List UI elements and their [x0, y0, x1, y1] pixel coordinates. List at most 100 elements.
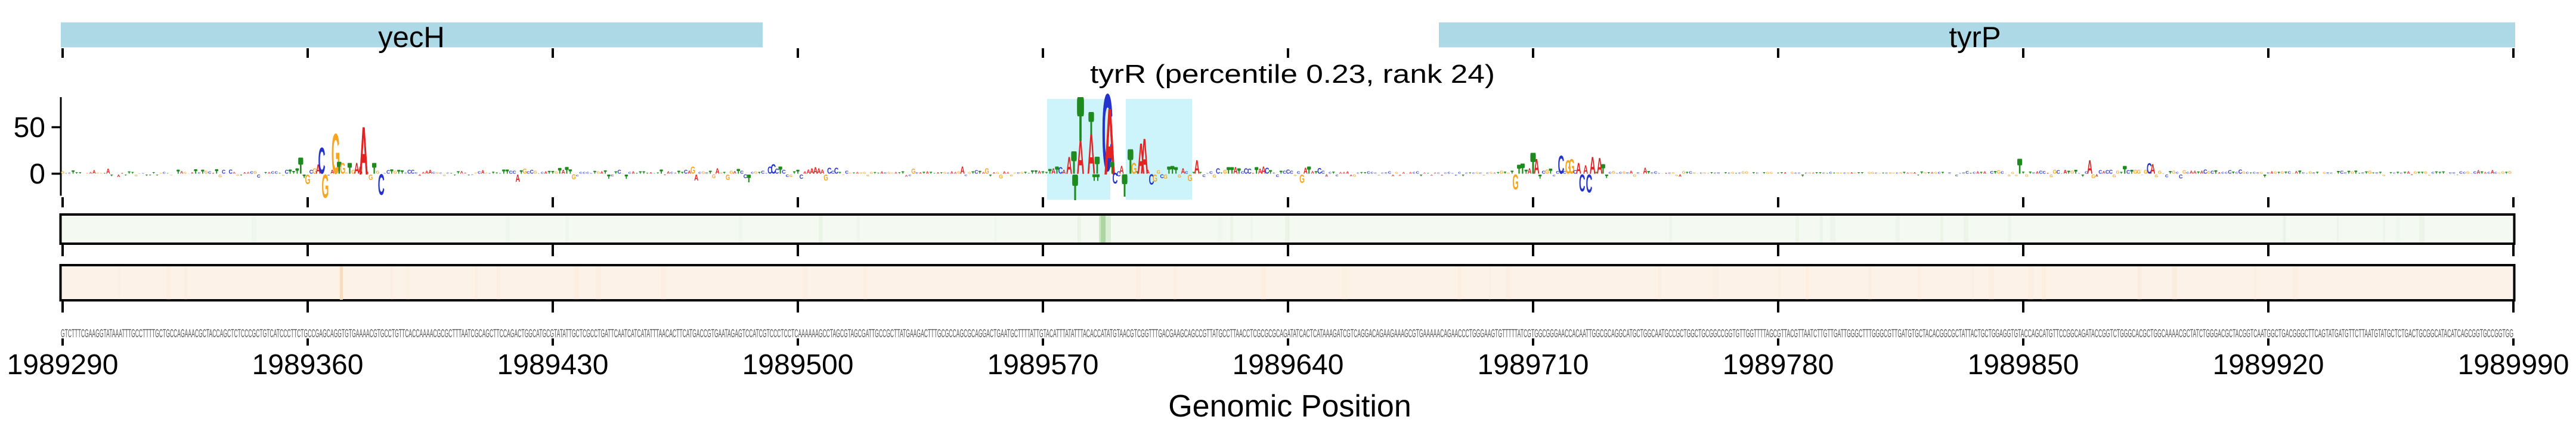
svg-text:A: A	[2046, 173, 2049, 174]
svg-text:C: C	[1714, 172, 1717, 174]
svg-text:G: G	[376, 170, 379, 175]
svg-text:C: C	[834, 166, 838, 176]
svg-text:C: C	[2473, 171, 2477, 175]
svg-text:C: C	[1276, 175, 1280, 178]
svg-text:G: G	[1223, 169, 1227, 175]
svg-text:A: A	[821, 169, 824, 176]
svg-text:A: A	[1261, 165, 1266, 176]
svg-text:A: A	[1233, 165, 1238, 176]
svg-text:G: G	[1703, 172, 1706, 175]
svg-text:C: C	[1794, 172, 1797, 174]
svg-text:A: A	[667, 171, 670, 175]
svg-text:A: A	[117, 175, 120, 178]
svg-text:C: C	[884, 172, 887, 175]
svg-text:G: G	[891, 172, 894, 174]
svg-text:A: A	[481, 170, 485, 175]
svg-text:A: A	[92, 169, 96, 175]
svg-text:A: A	[1931, 172, 1934, 175]
svg-text:G: G	[321, 167, 329, 205]
svg-text:C: C	[2126, 169, 2130, 175]
svg-text:G: G	[1353, 174, 1357, 178]
svg-text:G: G	[1014, 172, 1016, 174]
svg-text:C: C	[765, 173, 767, 174]
svg-text:C: C	[432, 171, 436, 175]
svg-text:C: C	[439, 172, 442, 174]
svg-text:C: C	[611, 175, 614, 178]
svg-text:C: C	[845, 170, 849, 175]
svg-text:G: G	[2281, 171, 2284, 175]
svg-text:0: 0	[29, 158, 45, 190]
svg-text:A: A	[191, 172, 194, 175]
svg-text:G: G	[2011, 172, 2015, 175]
svg-text:G: G	[184, 172, 187, 175]
svg-text:A: A	[2193, 170, 2197, 175]
svg-text:C: C	[1160, 173, 1164, 179]
svg-text:A: A	[464, 172, 467, 174]
svg-text:C: C	[257, 173, 261, 178]
svg-text:A: A	[1038, 170, 1041, 175]
svg-text:C: C	[1381, 172, 1384, 175]
svg-text:C: C	[1486, 172, 1489, 175]
svg-text:C: C	[670, 172, 673, 175]
svg-text:G: G	[534, 170, 537, 175]
svg-text:G: G	[2116, 170, 2119, 175]
svg-text:1989360: 1989360	[252, 349, 364, 381]
svg-text:G: G	[789, 175, 792, 178]
svg-text:A: A	[354, 160, 360, 178]
svg-text:A: A	[694, 173, 698, 182]
svg-text:C: C	[1822, 172, 1825, 174]
svg-text:G: G	[1131, 160, 1137, 178]
svg-text:A: A	[716, 167, 720, 176]
svg-text:C: C	[383, 173, 386, 174]
svg-text:A: A	[1077, 131, 1085, 185]
svg-text:C: C	[2057, 169, 2060, 175]
svg-text:A: A	[817, 167, 821, 176]
svg-text:G: G	[1893, 172, 1895, 174]
svg-text:G: G	[968, 172, 971, 175]
svg-text:A: A	[1252, 173, 1254, 174]
svg-text:G: G	[2134, 169, 2138, 175]
svg-text:C: C	[1317, 166, 1321, 176]
svg-text:A: A	[1399, 174, 1402, 176]
svg-text:G: G	[475, 172, 477, 174]
svg-text:C: C	[1885, 172, 1888, 174]
svg-text:A: A	[1590, 152, 1596, 179]
svg-text:C: C	[2400, 172, 2403, 174]
svg-text:A: A	[2102, 171, 2105, 175]
svg-text:C: C	[415, 172, 418, 175]
svg-text:A: A	[188, 173, 190, 174]
svg-text:A: A	[544, 171, 548, 175]
svg-text:1989920: 1989920	[2213, 349, 2324, 381]
svg-text:G: G	[596, 171, 600, 175]
svg-text:C: C	[915, 172, 918, 175]
svg-text:G: G	[2113, 175, 2116, 178]
svg-text:G: G	[1633, 174, 1637, 178]
svg-text:A: A	[982, 172, 986, 175]
svg-text:G: G	[351, 169, 355, 175]
svg-text:G: G	[1640, 173, 1643, 174]
svg-text:C: C	[948, 172, 950, 174]
svg-text:G: G	[1770, 172, 1773, 175]
svg-text:A: A	[1141, 128, 1148, 184]
svg-text:G: G	[712, 173, 716, 179]
svg-text:G: G	[1899, 172, 1902, 175]
svg-text:C: C	[698, 172, 701, 175]
svg-text:G: G	[999, 173, 1003, 179]
svg-text:A: A	[1349, 175, 1352, 178]
svg-text:C: C	[378, 168, 385, 201]
svg-text:A: A	[460, 171, 463, 175]
svg-text:C: C	[1717, 172, 1720, 175]
svg-text:G: G	[866, 175, 870, 178]
svg-text:C: C	[1955, 175, 1959, 178]
svg-text:C: C	[1472, 172, 1475, 175]
svg-text:G: G	[2508, 170, 2512, 175]
svg-text:C: C	[1700, 172, 1703, 174]
svg-text:G: G	[1934, 172, 1938, 175]
svg-text:G: G	[1293, 175, 1296, 177]
svg-text:C: C	[1385, 172, 1388, 175]
svg-text:G: G	[1010, 175, 1014, 178]
svg-text:C: C	[705, 172, 708, 175]
svg-text:GTCTTTCGAAGGTATAAATTTGCCTTTTGC: GTCTTTCGAAGGTATAAATTTGCCTTTTGCTGCCAGAAAC…	[61, 328, 2513, 340]
svg-text:G: G	[305, 171, 311, 187]
svg-text:C: C	[1990, 170, 1993, 175]
